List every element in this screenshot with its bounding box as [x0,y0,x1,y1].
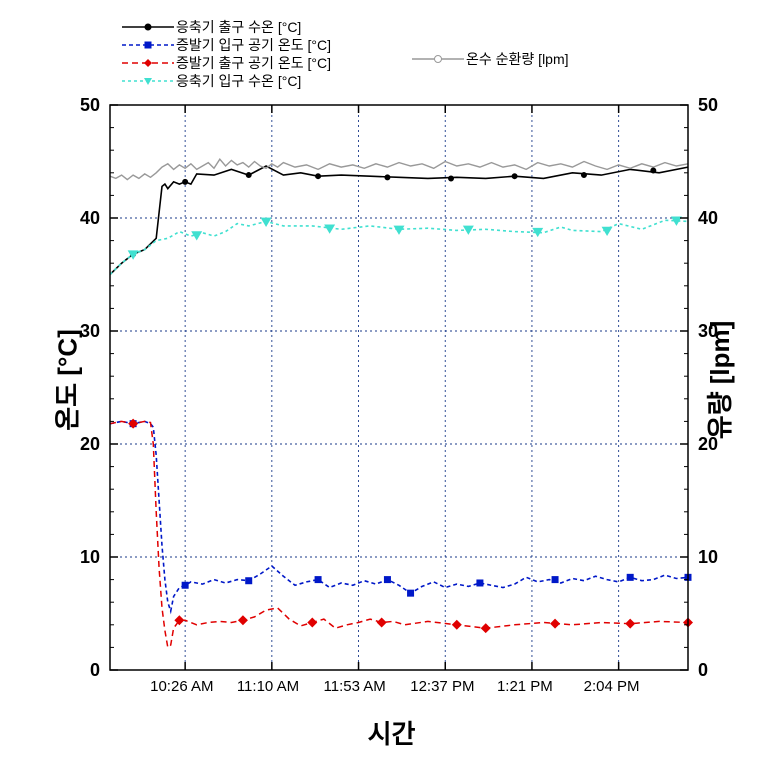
x-tick: 11:10 AM [237,678,299,695]
legend-item: 증발기 출구 공기 온도 [°C] [120,54,331,72]
y-right-tick: 50 [698,95,718,116]
y-right-tick: 10 [698,547,718,568]
y-left-tick: 30 [80,321,100,342]
y-left-tick: 20 [80,434,100,455]
x-tick: 1:21 PM [497,678,553,695]
legend-left: 응축기 출구 수온 [°C] 증발기 입구 공기 온도 [°C] 증발기 출구 … [120,18,331,90]
legend-right: 온수 순환량 [lpm] [410,50,569,68]
x-tick: 10:26 AM [150,678,213,695]
y-right-tick: 20 [698,434,718,455]
legend-item: 응축기 출구 수온 [°C] [120,18,331,36]
y-right-tick: 0 [698,660,708,681]
x-tick: 12:37 PM [410,678,474,695]
legend-item: 증발기 입구 공기 온도 [°C] [120,36,331,54]
legend-item: 응축기 입구 수온 [°C] [120,72,331,90]
y-left-tick: 0 [90,660,100,681]
x-tick: 2:04 PM [584,678,640,695]
y-right-tick: 30 [698,321,718,342]
x-tick: 11:53 AM [324,678,386,695]
y-left-tick: 10 [80,547,100,568]
y-right-tick: 40 [698,208,718,229]
y-left-tick: 50 [80,95,100,116]
y-left-tick: 40 [80,208,100,229]
chart-svg [0,0,783,771]
legend-item: 온수 순환량 [lpm] [410,50,569,68]
y-axis-label-left: 온도 [°C] [47,329,84,431]
x-axis-label: 시간 [368,714,416,751]
